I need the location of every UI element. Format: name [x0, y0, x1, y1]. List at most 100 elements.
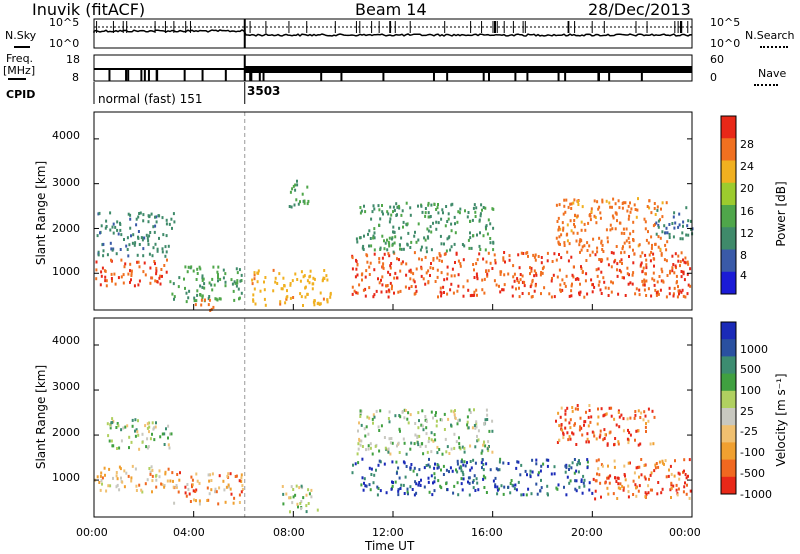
velocity-panel-cell	[388, 437, 391, 441]
velocity-panel-cell	[456, 470, 459, 474]
velocity-panel-cell	[453, 432, 456, 436]
power-panel-cell	[161, 250, 164, 254]
power-panel-cell	[689, 219, 692, 223]
velocity-panel-cell	[572, 432, 575, 436]
power-panel-cell	[609, 223, 612, 227]
power-panel-cell	[556, 220, 559, 223]
velocity-panel-cell	[535, 458, 538, 462]
velocity-panel-cell	[367, 432, 370, 436]
velocity-panel-cell	[240, 490, 243, 494]
power-panel-cell	[620, 270, 623, 274]
velocity-panel-cell	[574, 422, 576, 426]
power-panel-cell	[373, 248, 376, 252]
power-panel-cell	[622, 245, 624, 249]
velocity-panel-cell	[469, 460, 472, 463]
velocity-panel-cell	[370, 467, 373, 471]
power-panel-cell	[591, 250, 594, 254]
power-panel-cell	[541, 267, 544, 271]
power-panel-cell	[233, 298, 236, 302]
power-panel-cell	[402, 247, 405, 251]
velocity-panel-cell	[676, 493, 679, 497]
power-panel-cell	[552, 273, 555, 277]
power-panel-cell	[369, 237, 372, 240]
power-panel-cell	[142, 213, 145, 217]
power-panel-cell	[95, 268, 98, 272]
velocity-panel-cell	[134, 429, 136, 433]
power-panel-cell	[135, 223, 138, 227]
power-panel-cell	[387, 295, 390, 299]
power-panel-cell	[502, 256, 505, 260]
power-panel-cell	[142, 270, 145, 274]
power-panel-cell	[154, 242, 157, 246]
power-panel-cell	[400, 247, 403, 251]
velocity-panel-cell	[209, 473, 212, 477]
power-panel-cell	[405, 201, 408, 205]
power-panel-cell	[647, 287, 650, 291]
power-panel-cell	[329, 292, 332, 296]
power-panel-cell	[424, 238, 427, 242]
velocity-panel-cell	[351, 471, 354, 475]
velocity-panel-cell	[596, 472, 598, 476]
power-panel-cell	[432, 221, 434, 225]
power-panel-cell	[671, 269, 674, 273]
velocity-panel-cell	[241, 488, 244, 491]
power-panel-cell	[387, 212, 390, 216]
velocity-panel-cell	[560, 423, 563, 426]
velocity-panel-cell	[210, 479, 213, 482]
power-panel-cell	[453, 215, 456, 219]
power-panel-cell	[644, 253, 647, 257]
power-panel-cell	[645, 279, 648, 283]
velocity-panel-cell	[420, 478, 422, 482]
velocity-panel-cell	[482, 463, 485, 466]
power-panel-cell	[673, 211, 676, 215]
velocity-panel-cell	[282, 492, 285, 496]
power-panel-cell	[473, 203, 476, 207]
velocity-panel-cell	[613, 443, 615, 447]
velocity-panel-cell	[592, 477, 595, 481]
power-panel-cell	[551, 260, 554, 263]
power-panel-cell	[526, 251, 529, 255]
power-panel-cell	[634, 208, 637, 211]
velocity-panel-cell	[462, 477, 465, 481]
power-panel-cell	[652, 271, 655, 275]
power-panel-cell	[413, 280, 416, 284]
velocity-panel-cell	[487, 449, 490, 453]
power-panel-cell	[294, 188, 297, 192]
power-panel-cell	[306, 292, 309, 296]
velocity-panel-cell	[644, 425, 647, 429]
velocity-panel-cell	[480, 461, 483, 465]
power-panel-cell	[473, 276, 476, 279]
velocity-panel-cell	[368, 466, 371, 470]
power-panel-cell	[658, 275, 661, 278]
power-panel-cell	[519, 273, 522, 276]
velocity-panel-cell	[111, 417, 114, 421]
power-panel-cell	[439, 234, 442, 238]
power-panel-cell	[149, 231, 152, 234]
power-panel-cell	[559, 242, 561, 246]
velocity-panel-cell	[578, 428, 581, 432]
velocity-panel-cell	[395, 460, 398, 464]
velocity-panel-cell	[394, 480, 397, 484]
power-panel-cell	[600, 259, 603, 263]
velocity-panel-cell	[425, 426, 428, 430]
velocity-panel-cell	[634, 483, 637, 487]
velocity-panel-cell	[153, 426, 156, 430]
velocity-panel-cell	[485, 462, 488, 466]
velocity-panel-cell	[379, 460, 382, 464]
power-panel-cell	[213, 283, 216, 287]
power-panel-cell	[540, 256, 543, 259]
power-panel-cell	[503, 273, 506, 277]
power-panel-cell	[558, 268, 561, 272]
velocity-panel-cell	[560, 406, 563, 410]
velocity-panel-cell	[617, 409, 620, 413]
power-panel-cell	[600, 270, 603, 274]
power-panel-cell	[296, 179, 298, 183]
velocity-panel-cell	[568, 481, 571, 485]
power-panel-colorbar-swatch	[721, 249, 736, 273]
power-panel-cell	[364, 275, 367, 279]
power-panel-cell	[358, 283, 361, 287]
power-panel-cell	[517, 280, 520, 284]
power-panel-cell	[457, 259, 460, 263]
power-panel-cell	[534, 284, 537, 288]
